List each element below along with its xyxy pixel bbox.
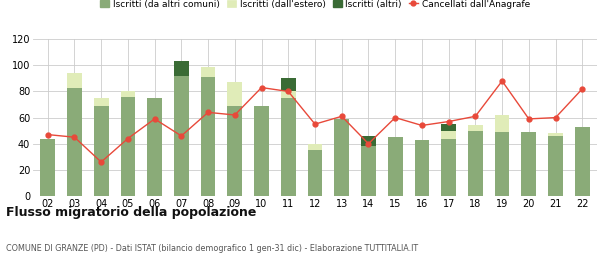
Bar [495,115,509,132]
Bar [521,132,536,196]
Bar [388,137,403,196]
Bar [121,97,135,196]
Bar [227,82,242,106]
Bar [308,150,322,196]
Text: Flusso migratorio della popolazione: Flusso migratorio della popolazione [6,206,256,219]
Bar [361,136,376,146]
Bar [468,125,483,131]
Text: COMUNE DI GRANZE (PD) - Dati ISTAT (bilancio demografico 1 gen-31 dic) - Elabora: COMUNE DI GRANZE (PD) - Dati ISTAT (bila… [6,244,418,253]
Bar [308,144,322,150]
Bar [227,106,242,196]
Bar [254,106,269,196]
Bar [147,98,162,196]
Bar [441,124,456,131]
Bar [441,131,456,139]
Bar [334,119,349,196]
Bar [361,146,376,196]
Bar [201,77,215,196]
Bar [40,139,55,196]
Bar [201,67,215,77]
Legend: Iscritti (da altri comuni), Iscritti (dall'estero), Iscritti (altri), Cancellati: Iscritti (da altri comuni), Iscritti (da… [100,0,530,9]
Bar [548,133,563,136]
Bar [121,92,135,97]
Bar [548,136,563,196]
Bar [281,98,296,196]
Bar [94,98,109,106]
Bar [281,92,296,98]
Bar [67,73,82,88]
Bar [441,139,456,196]
Bar [495,132,509,196]
Bar [415,140,429,196]
Bar [575,127,590,196]
Bar [67,88,82,196]
Bar [94,106,109,196]
Bar [281,78,296,92]
Bar [468,131,483,196]
Bar [174,61,189,76]
Bar [174,76,189,196]
